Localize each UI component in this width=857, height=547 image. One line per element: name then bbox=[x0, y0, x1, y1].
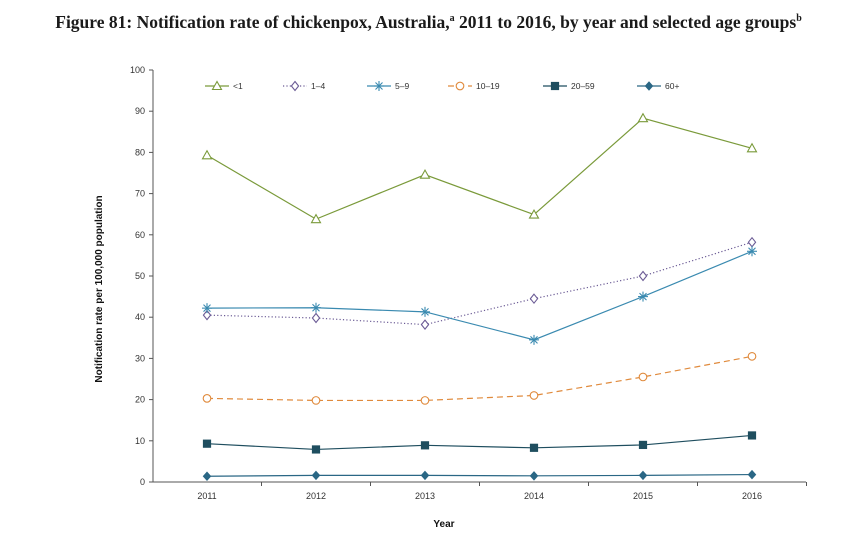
series-2 bbox=[202, 246, 757, 345]
y-tick-label: 100 bbox=[130, 65, 145, 75]
y-tick-label: 50 bbox=[135, 271, 145, 281]
data-point bbox=[420, 470, 430, 481]
data-point bbox=[637, 112, 649, 123]
data-point bbox=[638, 270, 648, 282]
legend-swatch-marker bbox=[455, 81, 465, 91]
data-point bbox=[311, 302, 321, 313]
series-line bbox=[206, 250, 753, 341]
data-point bbox=[311, 396, 321, 405]
data-point bbox=[202, 303, 212, 314]
series-line bbox=[206, 355, 753, 402]
legend-label: 1–4 bbox=[311, 81, 325, 91]
y-tick-label: 70 bbox=[135, 189, 145, 199]
legend-label: 60+ bbox=[665, 81, 679, 91]
data-point bbox=[311, 312, 321, 324]
series-3 bbox=[202, 351, 757, 405]
legend-swatch-marker bbox=[644, 81, 654, 91]
data-point bbox=[638, 291, 648, 302]
series-1 bbox=[202, 236, 757, 330]
data-point bbox=[311, 470, 321, 481]
x-tick-label: 2013 bbox=[415, 491, 435, 501]
data-point bbox=[746, 142, 758, 153]
data-point bbox=[638, 440, 648, 450]
y-tick-label: 80 bbox=[135, 147, 145, 157]
data-point bbox=[311, 445, 321, 454]
legend-label: 5–9 bbox=[395, 81, 409, 91]
legend-item: 20–59 bbox=[543, 81, 595, 91]
legend-item: 5–9 bbox=[367, 81, 409, 91]
data-point bbox=[638, 470, 648, 481]
legend-item: <1 bbox=[205, 80, 243, 91]
series-0 bbox=[201, 112, 758, 224]
data-point bbox=[529, 443, 539, 452]
title-middle: 2011 to 2016, by year and selected age g… bbox=[454, 12, 797, 32]
series-4 bbox=[202, 431, 757, 454]
y-tick-label: 20 bbox=[135, 395, 145, 405]
series-line bbox=[206, 434, 753, 451]
data-point bbox=[529, 293, 539, 305]
series-line bbox=[206, 117, 753, 220]
data-point bbox=[310, 213, 322, 224]
axes: 0 10 20 30 40 50 60 70 80 90 100 2011 2012 2013 2014 20… bbox=[130, 65, 807, 501]
y-axis-title: Notification rate per 100,000 population bbox=[94, 195, 105, 382]
data-point bbox=[420, 396, 430, 405]
legend-swatch-marker bbox=[290, 80, 300, 92]
data-point bbox=[638, 372, 648, 382]
x-tick-label: 2012 bbox=[306, 491, 326, 501]
data-point bbox=[202, 471, 212, 481]
series-5 bbox=[202, 469, 757, 481]
legend-swatch-marker bbox=[211, 80, 223, 91]
data-point bbox=[420, 441, 430, 450]
legend-swatch-marker bbox=[550, 81, 560, 91]
series-line bbox=[206, 241, 753, 326]
legend-item: 1–4 bbox=[283, 80, 325, 92]
data-point bbox=[420, 306, 430, 317]
title-main: Figure 81: Notification rate of chickenp… bbox=[55, 12, 450, 32]
legend-label: 10–19 bbox=[476, 81, 500, 91]
data-point bbox=[529, 391, 539, 400]
y-tick-label: 30 bbox=[135, 353, 145, 363]
data-point bbox=[747, 469, 757, 480]
legend-label: 20–59 bbox=[571, 81, 595, 91]
data-point bbox=[419, 169, 431, 179]
data-point bbox=[202, 394, 212, 403]
legend-swatch-marker bbox=[374, 81, 384, 91]
y-tick-label: 40 bbox=[135, 312, 145, 322]
y-tick-label: 90 bbox=[135, 106, 145, 116]
data-point bbox=[747, 246, 757, 257]
series-layer bbox=[201, 112, 758, 481]
data-point bbox=[747, 236, 757, 248]
data-point bbox=[420, 319, 430, 330]
title-footnote-b: b bbox=[796, 13, 802, 25]
data-point bbox=[528, 208, 540, 219]
x-axis-title: Year bbox=[433, 519, 454, 530]
data-point bbox=[747, 351, 757, 361]
x-tick-label: 2016 bbox=[742, 491, 762, 501]
data-point bbox=[201, 149, 213, 160]
x-tick-label: 2015 bbox=[633, 491, 653, 501]
x-tick-label: 2011 bbox=[197, 491, 216, 501]
series-line bbox=[206, 473, 753, 477]
data-point bbox=[529, 471, 539, 481]
y-tick-label: 0 bbox=[140, 477, 145, 487]
y-tick-label: 60 bbox=[135, 230, 145, 240]
data-point bbox=[747, 431, 757, 440]
data-point bbox=[202, 439, 212, 448]
x-tick-label: 2014 bbox=[524, 491, 544, 501]
legend-item: 60+ bbox=[637, 81, 679, 91]
data-point bbox=[202, 309, 212, 321]
y-tick-label: 10 bbox=[135, 436, 145, 446]
legend-label: <1 bbox=[233, 81, 243, 91]
legend-item: 10–19 bbox=[448, 81, 500, 91]
chart-title: Figure 81: Notification rate of chickenp… bbox=[0, 12, 857, 33]
legend: <1 1–4 5–9 10–19 20–59 60+ bbox=[205, 80, 679, 92]
title-footnote-a: a bbox=[449, 13, 455, 25]
data-point bbox=[529, 334, 539, 345]
